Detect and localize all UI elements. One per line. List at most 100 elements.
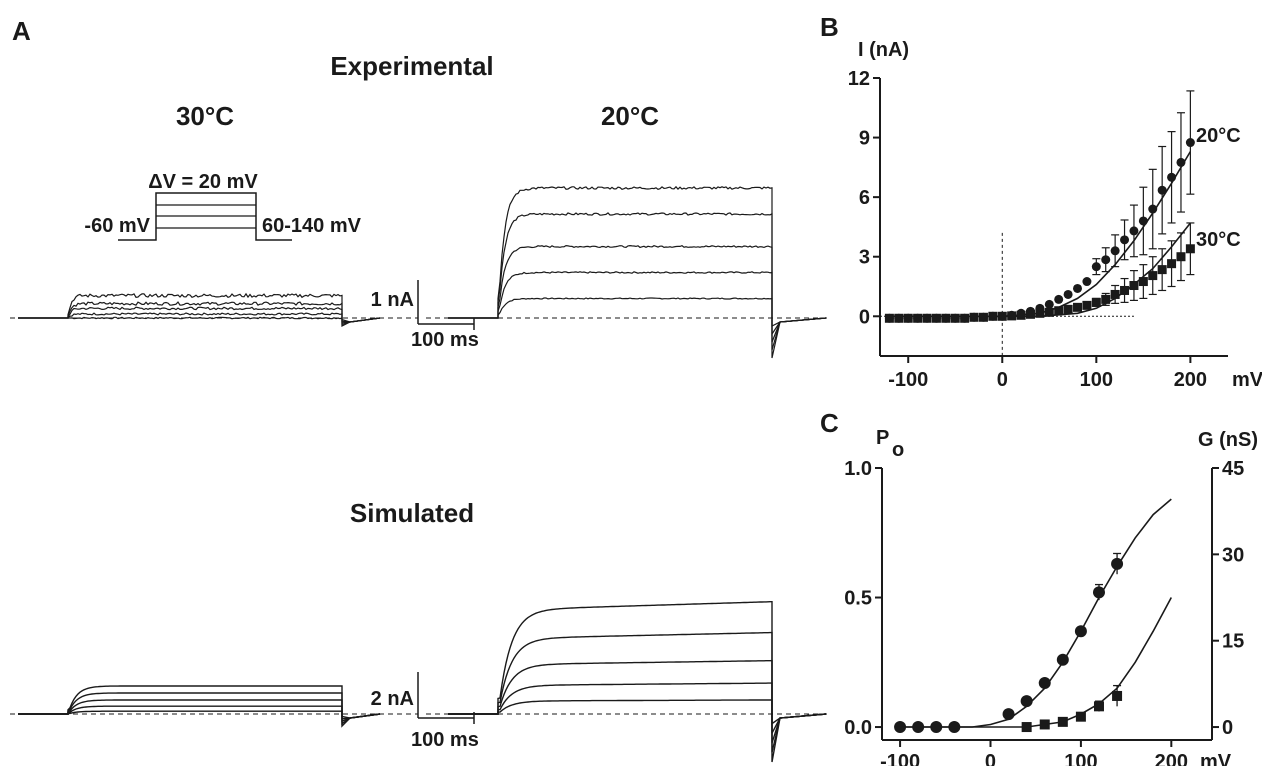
data-point-circle (1021, 695, 1033, 707)
data-point-square (1167, 259, 1176, 268)
data-point-circle (1120, 235, 1129, 244)
data-point-square (1040, 719, 1050, 729)
data-point-square (1073, 303, 1082, 312)
fit-curve (900, 499, 1171, 727)
data-point-circle (1148, 205, 1157, 214)
experimental-traces: 1 nA 100 ms (10, 187, 828, 358)
y-axis-label: I (nA) (858, 39, 909, 61)
experimental-title: Experimental (330, 51, 493, 81)
data-point-circle (1003, 708, 1015, 720)
x-tick-label: 200 (1174, 369, 1207, 391)
x-axis-label: mV (1200, 751, 1232, 766)
data-point-circle (1176, 158, 1185, 167)
data-point-square (1054, 306, 1063, 315)
data-point-circle (1101, 255, 1110, 264)
data-point-circle (1057, 654, 1069, 666)
x-tick-label: 100 (1080, 369, 1113, 391)
data-point-square (1035, 309, 1044, 318)
x-tick-label: 100 (1064, 751, 1097, 766)
series-label: 20°C (1196, 125, 1241, 147)
x-tick-label: -100 (880, 751, 920, 766)
data-point-circle (1054, 295, 1063, 304)
data-point-square (1186, 244, 1195, 253)
scalebar-sim: 2 nA 100 ms (371, 672, 479, 751)
current-trace (448, 246, 826, 342)
temp-20-label: 20°C (601, 101, 659, 131)
current-trace (448, 272, 826, 334)
scalebar-exp-time-label: 100 ms (411, 329, 479, 351)
panel-b-label: B (820, 12, 839, 42)
data-point-circle (1045, 300, 1054, 309)
series-label: 30°C (1196, 229, 1241, 251)
scalebar-exp-current-label: 1 nA (371, 289, 414, 311)
current-trace (18, 302, 380, 324)
data-point-square (1082, 301, 1091, 310)
scalebar-sim-time-label: 100 ms (411, 729, 479, 751)
data-point-square (960, 314, 969, 323)
current-trace (448, 700, 826, 724)
protocol-steps: 60-140 mV (262, 215, 362, 237)
data-point-circle (1129, 226, 1138, 235)
data-point-square (998, 312, 1007, 321)
protocol-delta-v: ΔV = 20 mV (148, 171, 258, 193)
data-point-square (1111, 290, 1120, 299)
data-point-square (941, 314, 950, 323)
iv-chart: 036912-100 0 100 200 mVI (nA)20°C30°C (848, 39, 1262, 391)
current-trace (18, 711, 380, 718)
data-point-circle (1167, 173, 1176, 182)
data-point-square (979, 313, 988, 322)
data-point-square (1129, 281, 1138, 290)
y-tick-label: 6 (859, 187, 870, 209)
x-tick-label: -100 (888, 369, 928, 391)
data-point-circle (1158, 186, 1167, 195)
data-point-square (1026, 310, 1035, 319)
scalebar-exp: 1 nA 100 ms (371, 280, 479, 351)
y-tick-label-left: 0.0 (844, 717, 872, 739)
data-point-square (1017, 311, 1026, 320)
data-point-square (1176, 252, 1185, 261)
data-point-square (1076, 712, 1086, 722)
y-axis-label-left-subscript: o (892, 439, 904, 461)
current-trace (448, 298, 826, 326)
data-point-square (1022, 722, 1032, 732)
data-point-square (1007, 311, 1016, 320)
voltage-protocol: ΔV = 20 mV -60 mV 60-140 mV (84, 171, 361, 240)
y-tick-label-left: 0.5 (844, 588, 872, 610)
data-point-square (1064, 305, 1073, 314)
y-tick-label-left: 1.0 (844, 458, 872, 480)
scalebar-sim-current-label: 2 nA (371, 688, 414, 710)
data-point-circle (1139, 216, 1148, 225)
temp-30-label: 30°C (176, 101, 234, 131)
data-point-circle (1186, 138, 1195, 147)
data-point-circle (1039, 677, 1051, 689)
data-point-square (885, 314, 894, 323)
data-point-square (1092, 298, 1101, 307)
data-point-square (1120, 286, 1129, 295)
po-chart: 0.00.51.00153045-100 0 100 200 mVPo G (nS) (844, 427, 1258, 766)
fit-curve (889, 152, 1190, 317)
data-point-circle (1064, 290, 1073, 299)
fit-curve (889, 223, 1190, 316)
data-point-circle (1092, 262, 1101, 271)
data-point-square (951, 314, 960, 323)
simulated-title: Simulated (350, 498, 474, 528)
data-point-square (1158, 265, 1167, 274)
y-tick-label-right: 0 (1222, 717, 1233, 739)
protocol-holding: -60 mV (84, 215, 150, 237)
y-axis-label-right: G (nS) (1198, 429, 1258, 451)
y-tick-label-right: 15 (1222, 631, 1244, 653)
data-point-circle (1111, 246, 1120, 255)
y-axis-label-left: P (876, 427, 889, 449)
data-point-square (923, 314, 932, 323)
panel-c-label: C (820, 408, 839, 438)
data-point-square (913, 314, 922, 323)
data-point-square (1101, 295, 1110, 304)
data-point-square (970, 313, 979, 322)
data-point-square (894, 314, 903, 323)
data-point-square (1148, 271, 1157, 280)
data-point-square (1045, 308, 1054, 317)
y-tick-label: 3 (859, 247, 870, 269)
data-point-circle (1082, 277, 1091, 286)
data-point-square (932, 314, 941, 323)
